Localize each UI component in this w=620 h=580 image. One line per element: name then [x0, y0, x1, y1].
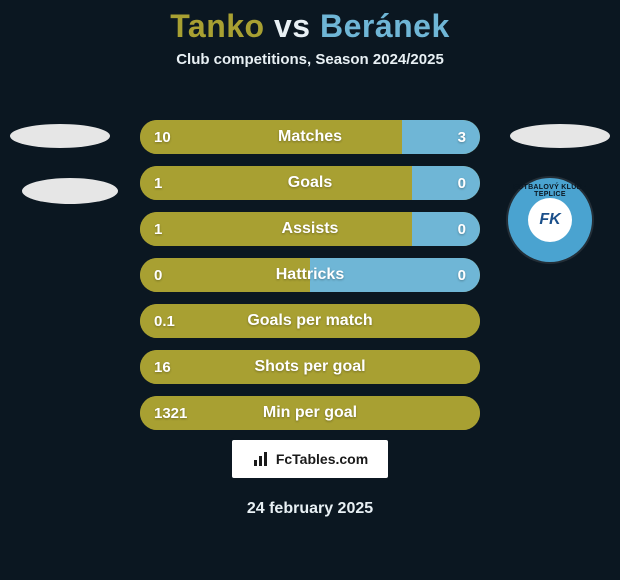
decorative-ellipse: [22, 178, 118, 204]
stat-label: Matches: [140, 128, 480, 146]
chart-icon: [252, 450, 270, 468]
brand-text: FcTables.com: [276, 451, 368, 467]
stat-row: Shots per goal16: [140, 350, 480, 384]
stat-label: Min per goal: [140, 404, 480, 422]
stat-label: Assists: [140, 220, 480, 238]
stat-label: Shots per goal: [140, 358, 480, 376]
player2-name: Beránek: [320, 8, 450, 44]
decorative-ellipse: [10, 124, 110, 148]
comparison-bars: Matches103Goals10Assists10Hattricks00Goa…: [140, 120, 480, 442]
subtitle: Club competitions, Season 2024/2025: [0, 51, 620, 68]
crest-ring-text: FOTBALOVÝ KLUB · TEPLICE: [508, 184, 592, 198]
stat-row: Goals1 0: [140, 166, 480, 200]
stat-row: Hattricks0 0: [140, 258, 480, 292]
stat-value-left: 1: [154, 175, 162, 192]
stat-value-left: 0: [154, 267, 162, 284]
date-text: 24 february 2025: [0, 500, 620, 518]
stat-label: Goals per match: [140, 312, 480, 330]
page-title: Tanko vs Beránek: [0, 0, 620, 45]
stat-value-right: 0: [458, 175, 466, 192]
stat-value-left: 10: [154, 129, 171, 146]
stat-row: Assists1 0: [140, 212, 480, 246]
stat-row: Goals per match0.1: [140, 304, 480, 338]
stat-value-right: 0: [458, 221, 466, 238]
brand-badge: FcTables.com: [230, 438, 390, 480]
stat-value-right: 3: [458, 129, 466, 146]
decorative-ellipse: [510, 124, 610, 148]
stat-row: Min per goal1321: [140, 396, 480, 430]
crest-inner-text: FK: [539, 211, 560, 229]
club-crest: FOTBALOVÝ KLUB · TEPLICE FK: [508, 178, 592, 262]
stat-label: Hattricks: [140, 266, 480, 284]
stat-row: Matches10 3: [140, 120, 480, 154]
stat-value-right: 0: [458, 267, 466, 284]
stat-value-left: 16: [154, 359, 171, 376]
stat-label: Goals: [140, 174, 480, 192]
stat-value-left: 0.1: [154, 313, 175, 330]
stat-value-left: 1: [154, 221, 162, 238]
comparison-infographic: Tanko vs Beránek Club competitions, Seas…: [0, 0, 620, 580]
player1-name: Tanko: [170, 8, 264, 44]
vs-label: vs: [274, 8, 311, 44]
crest-inner: FK: [528, 198, 572, 242]
stat-value-left: 1321: [154, 405, 187, 422]
